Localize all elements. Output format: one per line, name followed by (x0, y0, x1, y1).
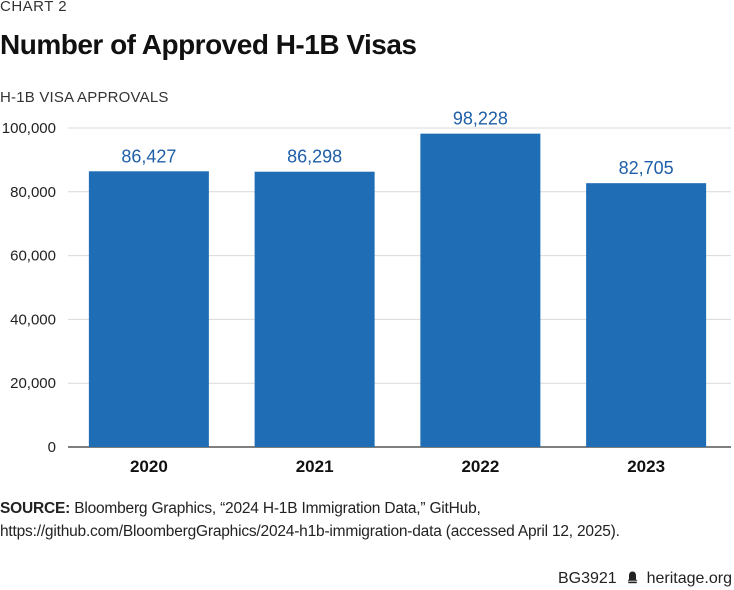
y-tick-label: 40,000 (10, 311, 56, 328)
bar (88, 171, 209, 448)
bar (586, 183, 707, 447)
bell-icon (627, 570, 638, 588)
chart-kicker: CHART 2 (0, 0, 68, 15)
bar-chart: 0 20,000 40,000 60,000 80,000 100,000 86,427 8… (2, 109, 731, 476)
bar (254, 171, 375, 447)
data-label: 86,427 (121, 146, 176, 166)
y-axis-label: H-1B VISA APPROVALS (0, 89, 169, 106)
y-tick-label: 0 (48, 439, 56, 456)
x-tick-label: 2023 (627, 457, 665, 476)
site-link[interactable]: heritage.org (646, 570, 732, 587)
footer: BG3921 heritage.org (558, 570, 732, 588)
source-prefix: SOURCE: (0, 500, 71, 517)
x-tick-label: 2021 (296, 457, 334, 476)
data-label: 86,298 (287, 147, 342, 167)
source-note: SOURCE: Bloomberg Graphics, “2024 H-1B I… (0, 497, 730, 543)
bar (420, 133, 541, 447)
chart-title: Number of Approved H-1B Visas (0, 29, 417, 60)
source-text: Bloomberg Graphics, “2024 H-1B Immigrati… (0, 500, 620, 540)
y-tick-label: 100,000 (2, 120, 56, 137)
x-tick-label: 2020 (130, 457, 168, 476)
y-tick-label: 80,000 (10, 184, 56, 201)
data-label: 98,228 (453, 109, 508, 129)
y-tick-label: 20,000 (10, 375, 56, 392)
chart-code: BG3921 (557, 570, 617, 587)
y-tick-label: 60,000 (10, 248, 56, 265)
x-tick-label: 2022 (461, 457, 499, 476)
data-label: 82,705 (619, 158, 674, 178)
